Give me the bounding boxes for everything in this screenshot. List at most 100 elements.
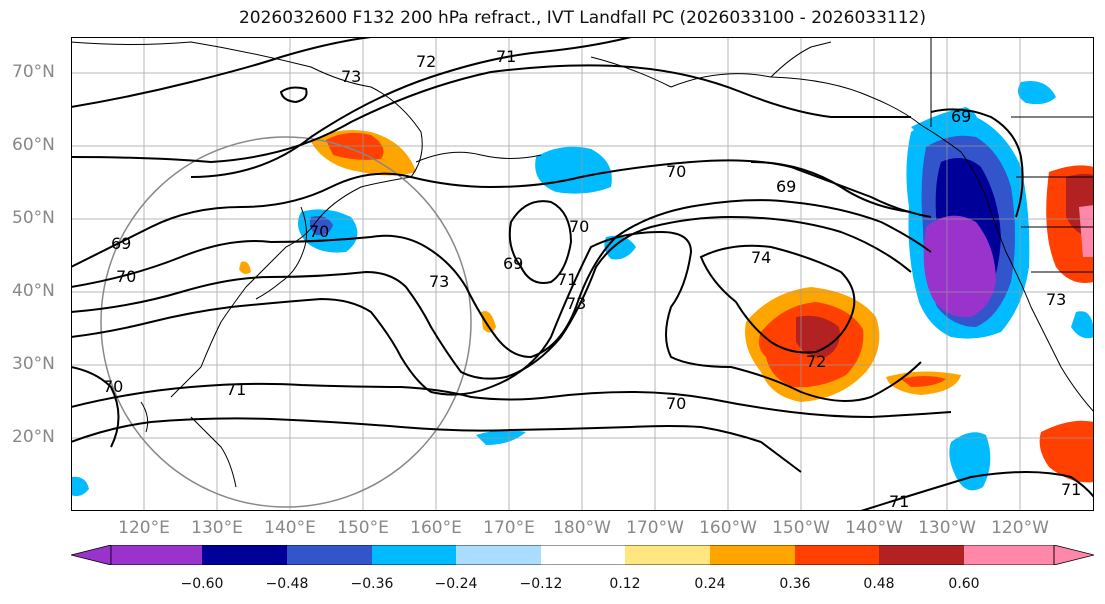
contour-label-72-east: 72 xyxy=(806,352,826,371)
neg-shade-alaska-coast xyxy=(911,107,978,142)
pos-shade-small-1 xyxy=(481,311,496,333)
lon-label-150e: 150°E xyxy=(337,518,389,538)
contour-69-ne xyxy=(930,108,1024,218)
reference-circle xyxy=(100,136,472,508)
colorbar-tick-012: 0.12 xyxy=(609,576,641,592)
figure-title: 2026032600 F132 200 hPa refract., IVT La… xyxy=(238,8,926,28)
colorbar-swatch-1 xyxy=(111,545,202,565)
colorbar-swatch-4 xyxy=(372,545,456,565)
colorbar-tick-060: 0.60 xyxy=(948,576,980,592)
colorbar-tick-neg012: −0.12 xyxy=(519,576,563,592)
colorbar-tick-048: 0.48 xyxy=(863,576,895,592)
contour-label-70-trough: 70 xyxy=(569,217,589,236)
pos-shade-red-small xyxy=(901,376,946,387)
contour-73-mid xyxy=(70,215,912,380)
lon-label-170w: 170°W xyxy=(626,518,684,538)
lon-label-160w: 160°W xyxy=(699,518,757,538)
pos-shade-small-2 xyxy=(239,261,251,274)
contour-72-north xyxy=(190,36,632,178)
contour-label-73-trough: 73 xyxy=(566,294,586,313)
graticule xyxy=(71,37,1094,511)
contour-label-71-east-edge: 71 xyxy=(1061,480,1081,499)
colorbar xyxy=(70,544,1095,566)
colorbar-tick-neg048: −0.48 xyxy=(265,576,309,592)
ivt-pc-shading xyxy=(71,81,1094,497)
contour-label-74: 74 xyxy=(751,248,771,267)
contour-70-south xyxy=(70,417,802,473)
contour-72-south xyxy=(70,230,922,402)
neg-shade-small-4 xyxy=(71,476,89,497)
contour-label-73-east-edge: 73 xyxy=(1046,290,1066,309)
lat-label-50n: 50°N xyxy=(12,208,55,228)
colorbar-svg xyxy=(70,544,1095,566)
colorbar-swatch-9 xyxy=(795,545,879,565)
contour-label-71-se: 71 xyxy=(889,492,909,511)
contour-71-north xyxy=(70,64,911,164)
colorbar-tick-neg036: −0.36 xyxy=(350,576,394,592)
pos-shade-east-edge-pink xyxy=(1079,205,1094,257)
lon-label-140e: 140°E xyxy=(264,518,316,538)
contour-label-69-upper: 69 xyxy=(776,177,796,196)
colorbar-swatch-5 xyxy=(456,545,541,565)
contour-label-73-west: 73 xyxy=(429,272,449,291)
neg-shade-light-blue-east-2 xyxy=(1017,81,1056,105)
lon-label-170e: 170°E xyxy=(483,518,535,538)
lon-label-180w: 180°W xyxy=(553,518,611,538)
lon-label-120e: 120°E xyxy=(118,518,170,538)
colorbar-swatch-2 xyxy=(202,545,287,565)
contour-70-upper xyxy=(70,159,932,268)
colorbar-tick-036: 0.36 xyxy=(779,576,811,592)
pos-shade-se xyxy=(1039,420,1094,483)
colorbar-swatch-11 xyxy=(964,545,1054,565)
contour-label-70-west-upper: 70 xyxy=(116,267,136,286)
lon-label-160e: 160°E xyxy=(410,518,462,538)
colorbar-swatch-7 xyxy=(625,545,710,565)
colorbar-tick-neg024: −0.24 xyxy=(434,576,478,592)
lat-label-70n: 70°N xyxy=(12,62,55,82)
pos-shade-darkred-east xyxy=(796,315,840,358)
contour-70-west xyxy=(70,366,120,448)
lon-label-150w: 150°W xyxy=(772,518,830,538)
colorbar-swatch-10 xyxy=(879,545,964,565)
colorbar-tick-024: 0.24 xyxy=(694,576,726,592)
contour-74 xyxy=(699,244,856,354)
lat-label-30n: 30°N xyxy=(12,354,55,374)
contour-label-69-trough: 69 xyxy=(503,254,523,273)
contour-73-north xyxy=(70,36,372,108)
contour-label-70-japan: 70 xyxy=(309,222,329,241)
map-svg: 73 72 71 70 69 70 70 69 70 69 71 73 74 7… xyxy=(70,36,1095,512)
contour-70-high xyxy=(279,86,308,104)
colorbar-arrow-high xyxy=(1053,544,1095,566)
contour-71-south xyxy=(70,382,952,419)
colorbar-arrow-low xyxy=(70,544,112,566)
contour-label-73-north: 73 xyxy=(341,67,361,86)
contour-label-70-upper: 70 xyxy=(666,162,686,181)
contour-label-69-ne: 69 xyxy=(951,107,971,126)
contour-label-72-north: 72 xyxy=(416,52,436,71)
contour-labels: 73 72 71 70 69 70 70 69 70 69 71 73 74 7… xyxy=(103,47,1081,511)
contour-label-71-north: 71 xyxy=(496,47,516,66)
lon-label-120w: 120°W xyxy=(991,518,1049,538)
lat-label-40n: 40°N xyxy=(12,281,55,301)
colorbar-swatch-8 xyxy=(710,545,795,565)
contour-69-upper xyxy=(750,161,912,213)
lat-label-20n: 20°N xyxy=(12,427,55,447)
lat-label-60n: 60°N xyxy=(12,135,55,155)
map-frame xyxy=(71,37,1094,511)
refractivity-contours xyxy=(70,36,1095,512)
colorbar-tick-neg060: −0.60 xyxy=(180,576,224,592)
neg-shade-east-edge xyxy=(1071,311,1094,339)
contour-70-trough xyxy=(508,200,573,284)
colorbar-swatch-6 xyxy=(541,545,625,565)
contour-label-70-south: 70 xyxy=(666,394,686,413)
neg-shade-japan-core xyxy=(309,216,333,236)
lon-label-140w: 140°W xyxy=(845,518,903,538)
contour-71-mid xyxy=(70,199,932,359)
contour-label-71-south: 71 xyxy=(226,380,246,399)
contour-71-se xyxy=(860,471,1095,512)
lon-label-130e: 130°E xyxy=(191,518,243,538)
contour-label-69-west: 69 xyxy=(111,234,131,253)
lon-label-130w: 130°W xyxy=(918,518,976,538)
contour-label-70-west-south: 70 xyxy=(103,377,123,396)
map-panel: 73 72 71 70 69 70 70 69 70 69 71 73 74 7… xyxy=(70,36,1095,512)
